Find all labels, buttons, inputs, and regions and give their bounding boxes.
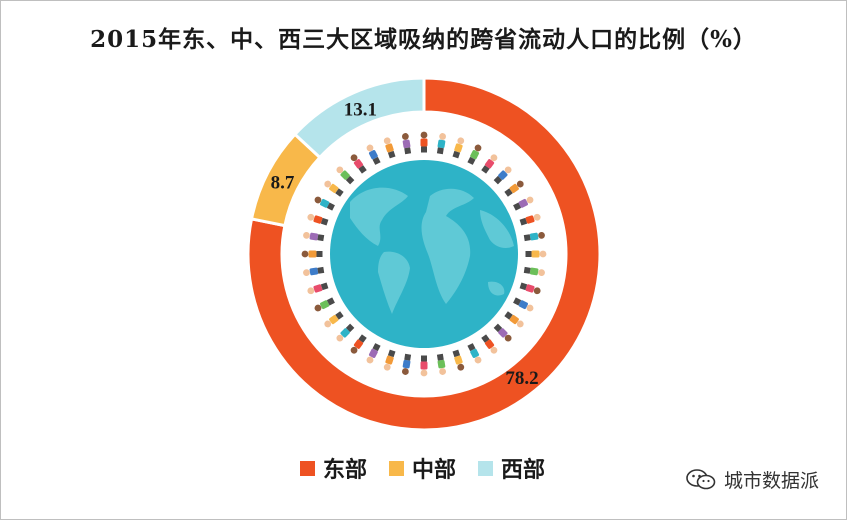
legend-label-east: 东部 <box>323 458 368 483</box>
person-icon <box>436 133 447 155</box>
person-icon <box>383 349 396 371</box>
person-icon <box>420 131 428 153</box>
person-icon <box>350 154 367 174</box>
person-icon <box>366 343 381 364</box>
data-label-west: 13.1 <box>344 99 377 120</box>
legend-swatch-central <box>389 460 405 476</box>
donut-slices <box>246 76 602 432</box>
person-icon <box>383 137 396 159</box>
globe-land-australia <box>488 281 505 296</box>
person-icon <box>467 343 482 364</box>
data-label-central: 8.7 <box>271 172 295 193</box>
person-icon <box>504 180 524 197</box>
legend-item-central: 中部 <box>389 452 456 484</box>
person-icon <box>467 144 482 165</box>
person-icon <box>336 166 355 185</box>
slice-east <box>246 76 602 432</box>
person-icon <box>513 297 534 312</box>
legend: 东部 中部 西部 <box>300 452 567 484</box>
data-label-east: 78.2 <box>505 368 538 389</box>
person-icon <box>523 231 545 242</box>
person-icon <box>307 213 329 226</box>
person-icon <box>420 355 428 377</box>
legend-item-east: 东部 <box>300 452 367 484</box>
person-icon <box>481 334 498 354</box>
person-icon <box>303 266 325 277</box>
person-icon <box>525 250 547 258</box>
person-icon <box>350 334 367 354</box>
person-icon <box>523 266 545 277</box>
person-icon <box>307 282 329 295</box>
globe-land-asia <box>480 210 514 248</box>
globe-land-south-america <box>378 251 410 314</box>
person-icon <box>336 323 355 342</box>
person-icon <box>314 297 335 312</box>
person-icon <box>324 180 344 197</box>
person-icon <box>504 311 524 328</box>
legend-item-west: 西部 <box>478 452 545 484</box>
legend-label-west: 西部 <box>501 458 546 483</box>
person-icon <box>493 323 512 342</box>
data-labels: 78.2 8.7 13.1 <box>271 99 539 389</box>
people-ring <box>301 131 547 377</box>
person-icon <box>452 137 465 159</box>
person-icon <box>519 282 541 295</box>
chart-title: 2015年东、中、西三大区域吸纳的跨省流动人口的比例（%） <box>90 26 757 53</box>
legend-label-central: 中部 <box>412 458 457 483</box>
person-icon <box>301 250 323 258</box>
watermark: 城市数据派 <box>686 466 819 493</box>
person-icon <box>324 311 344 328</box>
globe-land-north-america <box>350 187 408 246</box>
wechat-icon <box>686 468 716 489</box>
person-icon <box>513 196 534 211</box>
person-icon <box>366 144 381 165</box>
person-icon <box>401 133 412 155</box>
globe-icon <box>330 160 518 348</box>
person-icon <box>493 166 512 185</box>
legend-swatch-east <box>300 460 315 476</box>
person-icon <box>481 154 498 174</box>
globe-ocean <box>330 160 518 348</box>
person-icon <box>401 353 412 375</box>
person-icon <box>452 349 465 371</box>
person-icon <box>314 196 335 211</box>
slice-west <box>292 76 426 160</box>
watermark-text: 城市数据派 <box>724 470 820 492</box>
person-icon <box>519 213 541 226</box>
person-icon <box>436 353 447 375</box>
globe-land-africa-europe <box>421 188 474 304</box>
person-icon <box>303 231 325 242</box>
legend-swatch-west <box>478 460 494 476</box>
